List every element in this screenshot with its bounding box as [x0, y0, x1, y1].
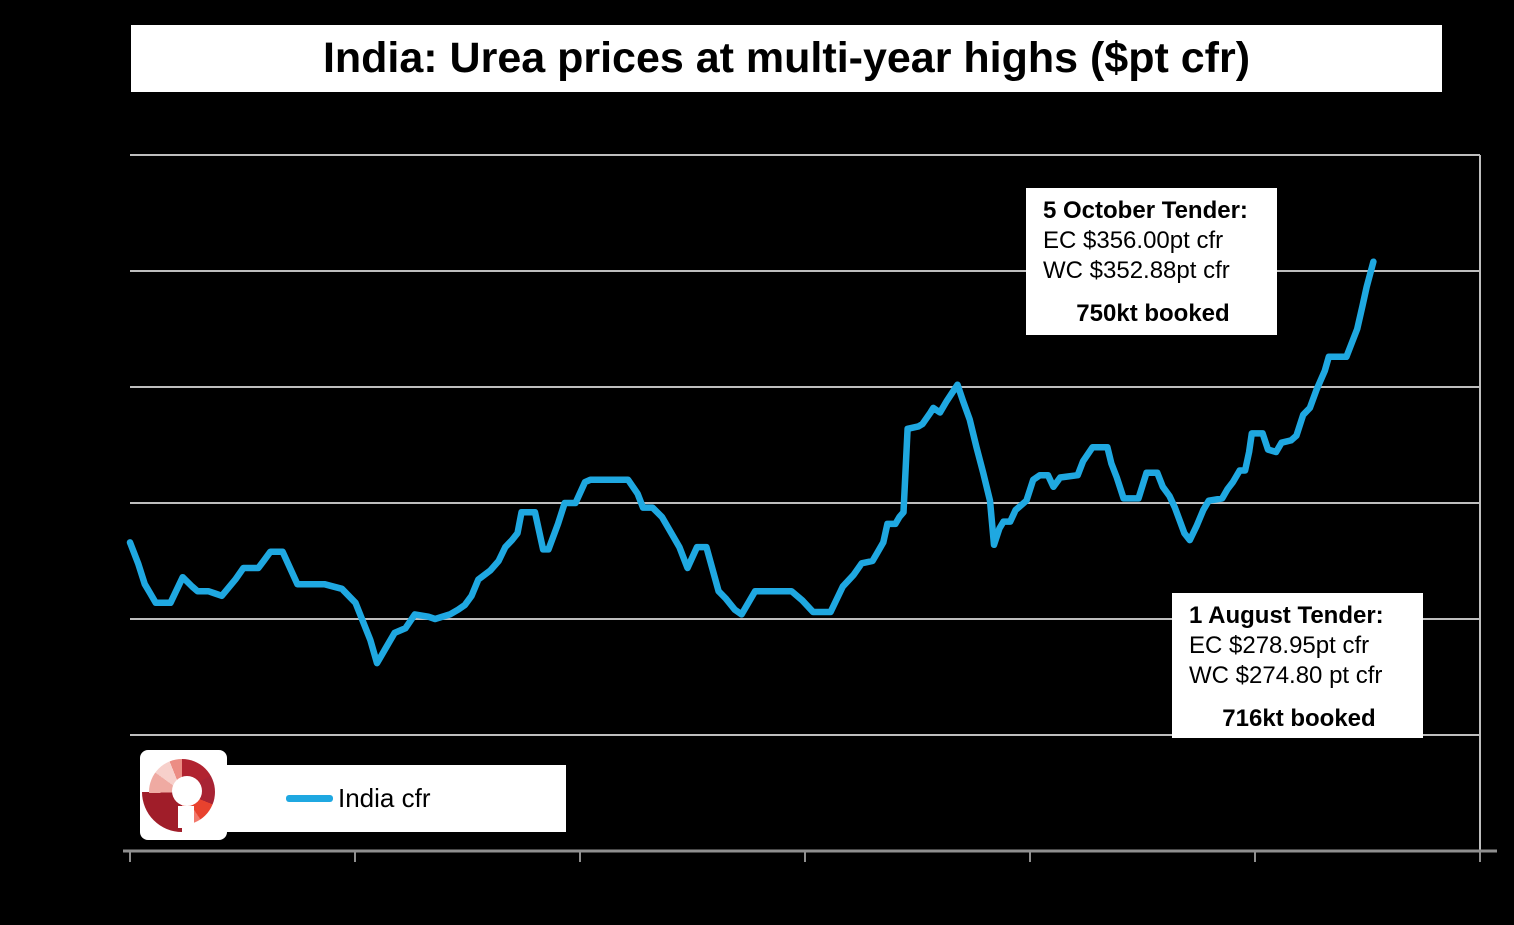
logo-donut-notch — [178, 806, 194, 828]
annotation-footer: 750kt booked — [1076, 300, 1230, 327]
annotation-footer: 716kt booked — [1222, 705, 1376, 732]
legend-line-sample — [286, 795, 333, 802]
annotation-line: WC $274.80 pt cfr — [1189, 662, 1383, 689]
india-cfr-line — [126, 258, 1377, 667]
brand-logo — [140, 750, 227, 840]
legend: India cfr — [226, 765, 566, 832]
annotation-heading: 1 August Tender: — [1189, 602, 1384, 629]
annotation-line: EC $278.95pt cfr — [1189, 632, 1370, 659]
logo-donut-hole — [172, 776, 202, 806]
annotation-august-tender: 1 August Tender: EC $278.95pt cfr WC $27… — [1172, 593, 1423, 738]
chart-title: India: Urea prices at multi-year highs (… — [322, 34, 1251, 82]
chart-title-box: India: Urea prices at multi-year highs (… — [131, 25, 1442, 92]
annotation-october-tender: 5 October Tender: EC $356.00pt cfr WC $3… — [1026, 188, 1277, 335]
annotation-heading: 5 October Tender: — [1043, 197, 1248, 224]
annotation-line: EC $356.00pt cfr — [1043, 227, 1224, 254]
annotation-line: WC $352.88pt cfr — [1043, 257, 1230, 284]
legend-label: India cfr — [338, 783, 431, 813]
